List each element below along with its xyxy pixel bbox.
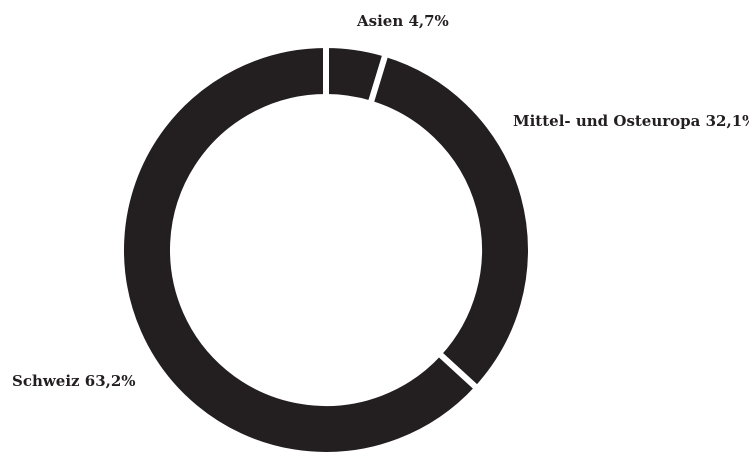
slice-label-schweiz: Schweiz 63,2% xyxy=(12,372,136,390)
slice-label-asien: Asien 4,7% xyxy=(356,12,449,30)
slice-labels: Asien 4,7% Mittel- und Osteuropa 32,1% S… xyxy=(12,12,749,390)
slice-schweiz xyxy=(118,41,482,456)
slice-label-mittel-und-osteuropa: Mittel- und Osteuropa 32,1% xyxy=(513,112,749,130)
slice-mittel-und-osteuropa xyxy=(366,50,534,393)
donut-slices xyxy=(118,41,534,456)
